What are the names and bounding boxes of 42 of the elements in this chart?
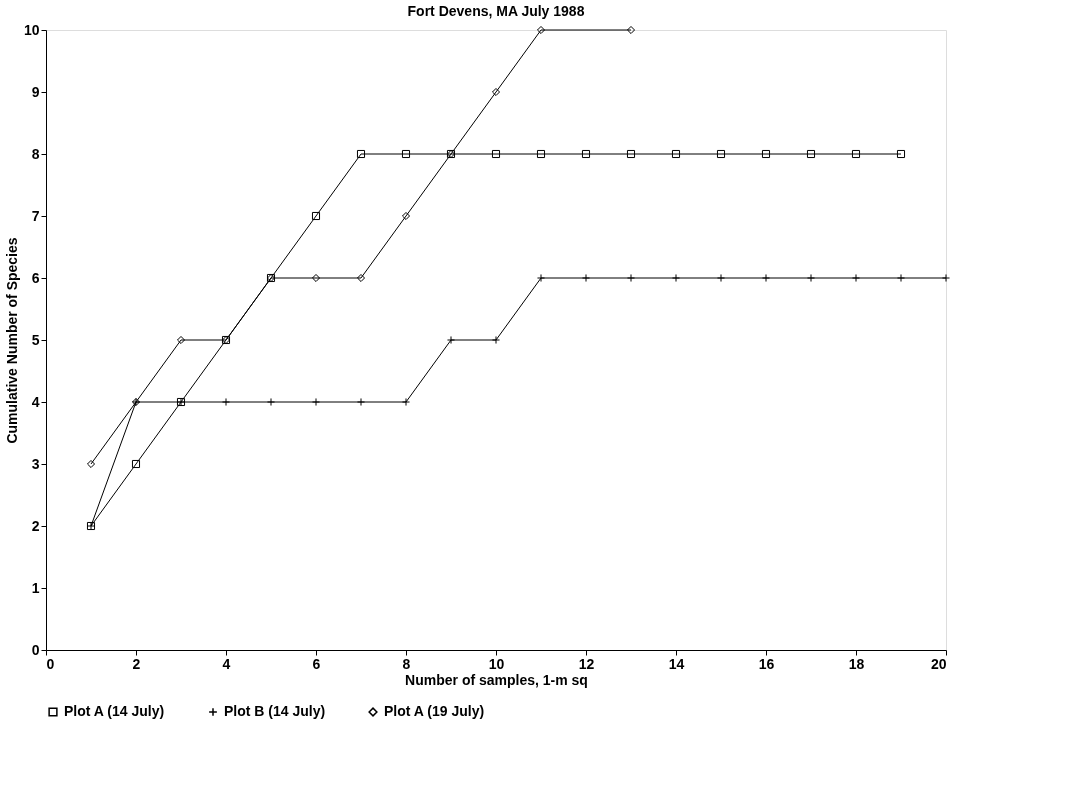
point	[806, 149, 816, 159]
x-tick-label: 2	[132, 655, 141, 672]
chart-title: Fort Devens, MA July 1988	[407, 3, 585, 19]
legend-label: Plot B (14 July)	[224, 703, 326, 719]
x-tick-label: 4	[222, 655, 231, 672]
x-tick-label: 10	[488, 655, 505, 672]
y-tick-label: 10	[23, 21, 40, 38]
y-tick-label: 2	[31, 517, 40, 534]
y-tick-label: 3	[31, 455, 40, 472]
x-tick-label: 12	[578, 655, 595, 672]
y-tick-label: 4	[31, 393, 40, 410]
point	[491, 149, 501, 159]
y-tick-label: 0	[31, 641, 40, 658]
y-tick-label: 7	[31, 207, 40, 224]
y-tick-label: 1	[31, 579, 40, 596]
y-tick-label: 9	[31, 83, 40, 100]
x-tick-label: 14	[668, 655, 685, 672]
point	[581, 149, 591, 159]
x-tick-label: 20	[930, 655, 947, 672]
y-axis-title: Cumulative Number of Species	[3, 237, 20, 444]
point	[356, 149, 366, 159]
point	[131, 459, 141, 469]
x-tick-label: 6	[312, 655, 321, 672]
point	[401, 149, 411, 159]
x-tick-label: 8	[402, 655, 411, 672]
x-tick-label: 18	[848, 655, 865, 672]
legend-label: Plot A (14 July)	[64, 703, 165, 719]
x-axis-title: Number of samples, 1-m sq	[405, 671, 588, 688]
x-tick-label: 16	[758, 655, 775, 672]
point	[896, 149, 906, 159]
point	[311, 211, 321, 221]
point	[851, 149, 861, 159]
point	[671, 149, 681, 159]
legend-label: Plot A (19 July)	[384, 703, 485, 719]
point	[536, 149, 546, 159]
y-tick-label: 5	[31, 331, 40, 348]
x-tick-label: 0	[46, 655, 55, 672]
y-tick-label: 8	[31, 145, 40, 162]
y-tick-label: 6	[31, 269, 40, 286]
point	[761, 149, 771, 159]
point	[626, 149, 636, 159]
point	[716, 149, 726, 159]
